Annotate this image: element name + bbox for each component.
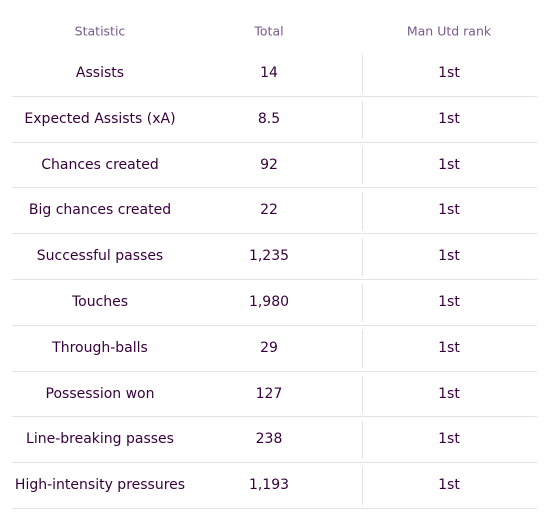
stat-name: Through-balls bbox=[52, 339, 148, 356]
stat-total: 1,193 bbox=[248, 477, 290, 494]
stat-total: 238 bbox=[255, 431, 283, 448]
row-separator bbox=[12, 370, 537, 372]
stat-name: Chances created bbox=[41, 156, 159, 173]
stat-total: 1,980 bbox=[248, 293, 290, 310]
column-divider bbox=[362, 467, 363, 505]
stat-total: 1,235 bbox=[248, 248, 290, 265]
row-separator bbox=[12, 508, 537, 509]
column-divider bbox=[362, 146, 363, 185]
stat-name: Expected Assists (xA) bbox=[24, 110, 176, 127]
row-separator bbox=[12, 95, 537, 97]
column-header: Statistic bbox=[74, 23, 126, 39]
column-divider bbox=[362, 55, 363, 93]
row-separator bbox=[12, 416, 537, 418]
column-header: Total bbox=[254, 23, 284, 39]
stat-rank: 1st bbox=[438, 248, 460, 265]
stat-total: 22 bbox=[260, 202, 278, 219]
column-divider bbox=[362, 329, 363, 368]
row-separator bbox=[12, 187, 537, 189]
stat-total: 127 bbox=[255, 385, 283, 402]
column-divider bbox=[362, 238, 363, 276]
column-divider bbox=[362, 284, 363, 322]
stat-rank: 1st bbox=[438, 156, 460, 173]
stat-name: Assists bbox=[75, 64, 125, 81]
row-separator bbox=[12, 141, 537, 143]
stat-name: Successful passes bbox=[36, 248, 164, 265]
stat-name: Line-breaking passes bbox=[26, 431, 174, 448]
stat-name: Possession won bbox=[45, 385, 155, 402]
row-separator bbox=[12, 279, 537, 280]
column-divider bbox=[362, 192, 363, 231]
column-divider bbox=[362, 375, 363, 414]
column-divider bbox=[362, 421, 363, 460]
stat-rank: 1st bbox=[438, 110, 460, 127]
stat-rank: 1st bbox=[438, 477, 460, 494]
column-divider bbox=[362, 100, 363, 139]
stat-rank: 1st bbox=[438, 385, 460, 402]
stat-total: 92 bbox=[260, 156, 278, 173]
row-separator bbox=[12, 462, 537, 464]
stat-total: 8.5 bbox=[257, 110, 281, 127]
stat-rank: 1st bbox=[438, 202, 460, 219]
row-separator bbox=[12, 233, 537, 235]
stat-rank: 1st bbox=[438, 293, 460, 310]
stat-rank: 1st bbox=[438, 431, 460, 448]
row-separator bbox=[12, 324, 537, 326]
stat-name: Big chances created bbox=[28, 202, 172, 219]
stat-total: 14 bbox=[260, 64, 278, 81]
stat-rank: 1st bbox=[438, 64, 460, 81]
stat-name: High-intensity pressures bbox=[14, 477, 186, 494]
stat-rank: 1st bbox=[438, 339, 460, 356]
column-header: Man Utd rank bbox=[406, 23, 492, 39]
stat-total: 29 bbox=[260, 339, 278, 356]
stat-name: Touches bbox=[71, 293, 129, 310]
